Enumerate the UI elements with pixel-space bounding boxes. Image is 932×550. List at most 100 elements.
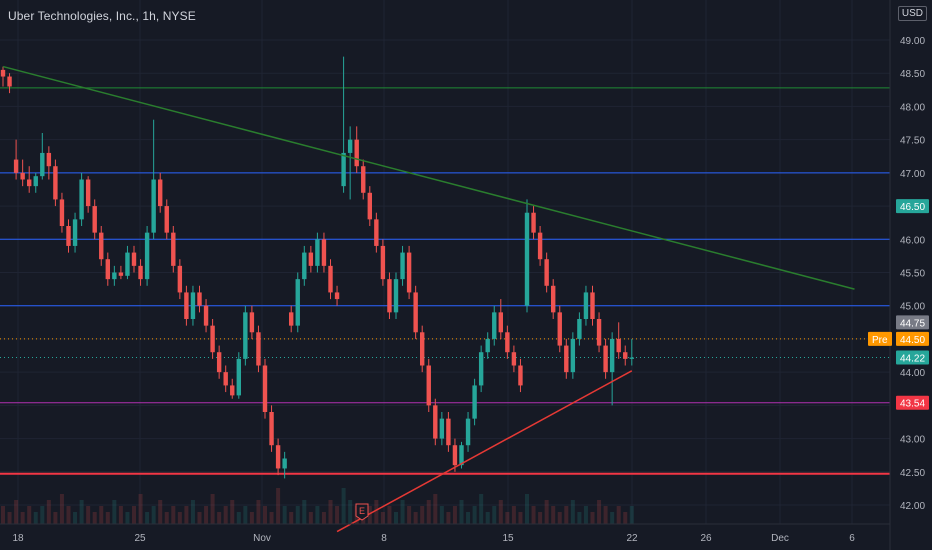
candle-body: [361, 166, 366, 193]
volume-bar: [256, 500, 261, 524]
candle-body: [223, 372, 228, 386]
volume-bar: [544, 500, 549, 524]
volume-bar: [184, 506, 189, 524]
pre-tag-label: Pre: [872, 335, 888, 346]
volume-bar: [125, 512, 130, 524]
volume-bar: [46, 500, 51, 524]
candle-body: [452, 445, 458, 466]
volume-bar: [223, 506, 228, 524]
volume-bar: [629, 506, 634, 524]
candle-body: [623, 352, 628, 359]
price-tag-label: 43.54: [900, 399, 925, 410]
price-tag-label: 46.50: [900, 202, 925, 213]
candle-body: [33, 176, 38, 187]
candle-body: [609, 338, 615, 373]
trendline: [336, 370, 633, 533]
candle-body: [190, 292, 196, 319]
candle-body: [321, 239, 327, 266]
y-tick-label: 47.00: [900, 169, 925, 180]
candle-body: [59, 199, 65, 226]
volume-bar: [40, 506, 45, 524]
candle-body: [236, 358, 241, 396]
candle-body: [629, 357, 634, 359]
volume-bar: [190, 500, 195, 524]
volume-bar: [564, 506, 569, 524]
volume-bar: [132, 506, 136, 524]
volume-bar: [276, 488, 281, 524]
volume-bar: [263, 506, 267, 524]
candle-body: [66, 226, 71, 246]
volume-bar: [446, 512, 451, 524]
candle-body: [164, 206, 169, 233]
candle-body: [537, 232, 543, 260]
candle-body: [374, 219, 379, 246]
volume-bar: [557, 512, 562, 524]
volume-bar: [335, 506, 340, 524]
candle-body: [347, 139, 353, 153]
candle-body: [387, 279, 392, 313]
volume-bar: [492, 506, 497, 524]
candle-body: [53, 166, 58, 200]
volume-bar: [315, 506, 320, 524]
price-tag: [896, 395, 929, 410]
candle-body: [596, 319, 602, 346]
price-tag-label: 44.22: [900, 354, 925, 365]
candle-body: [420, 332, 425, 366]
volume-bar: [99, 506, 104, 524]
volume-bar: [341, 488, 346, 524]
candle-body: [184, 292, 189, 319]
volume-bar: [177, 512, 182, 524]
volume-bar: [249, 512, 254, 524]
volume-bar: [118, 506, 123, 524]
volume-bar: [86, 506, 91, 524]
candle-body: [138, 265, 143, 280]
volume-bar: [243, 506, 248, 524]
candle-body: [13, 159, 19, 173]
candle-body: [125, 252, 130, 276]
volume-bar: [616, 506, 621, 524]
volume-bar: [400, 500, 405, 524]
y-tick-label: 48.00: [900, 102, 925, 113]
candle-body: [393, 279, 399, 313]
volume-bar: [79, 500, 84, 524]
x-tick-label: Nov: [253, 533, 271, 544]
volume-bar: [597, 500, 602, 524]
candle-body: [472, 385, 477, 419]
volume-bar: [295, 506, 300, 524]
candle-body: [498, 312, 503, 333]
candle-body: [7, 76, 12, 87]
chart-title: Uber Technologies, Inc., 1h, NYSE: [8, 9, 196, 23]
x-tick-label: 26: [700, 533, 712, 544]
candle-body: [40, 152, 45, 177]
volume-bar: [485, 512, 490, 524]
volume-bar: [210, 494, 215, 524]
candle-body: [590, 292, 595, 319]
trendline: [2, 65, 855, 290]
candle-body: [20, 172, 25, 180]
candle-body: [433, 405, 438, 439]
volume-bar: [105, 512, 110, 524]
candle-body: [99, 232, 104, 260]
candle-body: [551, 285, 556, 313]
volume-bar: [610, 512, 615, 524]
candle-body: [465, 418, 471, 446]
candle-body: [79, 179, 84, 220]
volume-bar: [374, 500, 379, 524]
candle-body: [603, 345, 608, 373]
candle-body: [616, 338, 621, 353]
candle-body: [564, 345, 569, 373]
candle-body: [0, 69, 6, 77]
currency-button[interactable]: USD: [897, 6, 927, 21]
volume-bar: [518, 512, 523, 524]
x-tick-label: 25: [134, 533, 146, 544]
candle-body: [485, 338, 490, 353]
y-tick-label: 43.00: [900, 435, 925, 446]
price-tag: [896, 315, 929, 330]
candle-body: [230, 385, 235, 396]
candle-body: [308, 252, 314, 266]
volume-bar: [20, 512, 25, 524]
volume-bar: [551, 506, 556, 524]
candle-body: [380, 245, 386, 280]
volume-bar: [328, 500, 333, 524]
